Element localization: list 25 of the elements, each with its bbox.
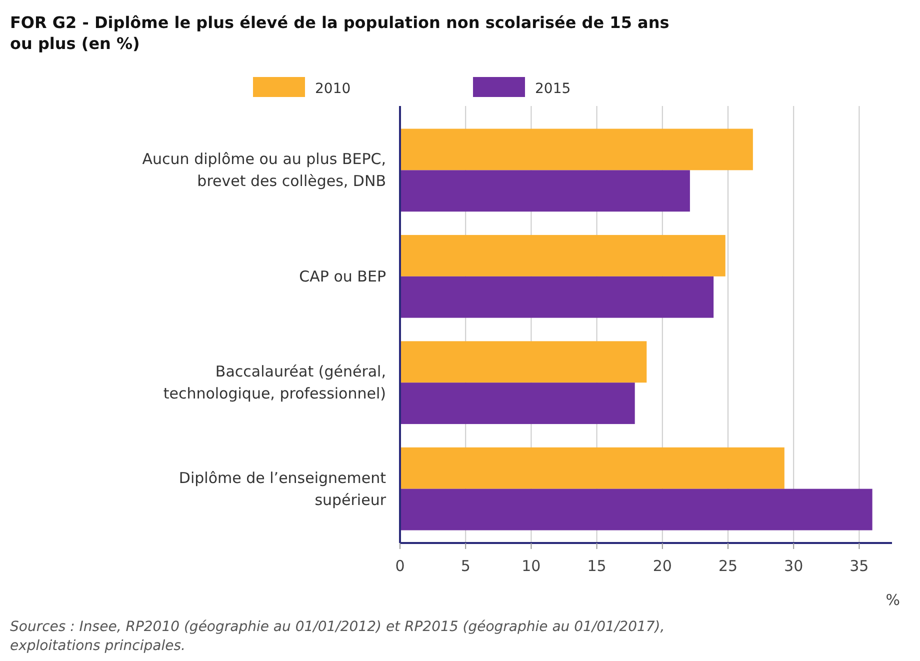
x-tick-label: 5 (460, 557, 470, 575)
bar (400, 128, 753, 170)
x-tick-label: 30 (784, 557, 804, 575)
legend-label: 2015 (535, 81, 571, 97)
x-axis-title: % (886, 591, 900, 609)
x-tick-label: 35 (850, 557, 869, 575)
bar (400, 382, 635, 424)
x-tick-label: 15 (587, 557, 606, 575)
x-tick-label: 20 (652, 557, 672, 575)
y-tick-label: CAP ou BEP (299, 267, 386, 286)
bar (400, 447, 784, 489)
y-tick-label: Diplôme de l’enseignement supérieur (178, 468, 387, 509)
bar (400, 170, 690, 212)
bar (400, 341, 647, 383)
x-tick-label: 25 (718, 557, 738, 575)
y-tick-label: Aucun diplôme ou au plus BEPC, brevet des collèges, DNB (142, 150, 386, 190)
bar (400, 234, 726, 276)
legend-label: 2010 (315, 81, 351, 97)
y-tick-label: Baccalauréat (général, technologique, professionnel) (163, 362, 386, 403)
x-tick-label: 10 (522, 557, 541, 575)
source-note: Sources : Insee, RP2010 (géographie au 01/01/2012) et RP2015 (géographie au 01/01/2017), exploitations principales. (10, 619, 665, 654)
bar (400, 276, 714, 318)
bar (400, 488, 872, 530)
x-tick-label: 0 (395, 557, 405, 575)
chart-title: FOR G2 - Diplôme le plus élevé de la population non scolarisée de 15 ans ou plus (en %) (10, 13, 670, 53)
